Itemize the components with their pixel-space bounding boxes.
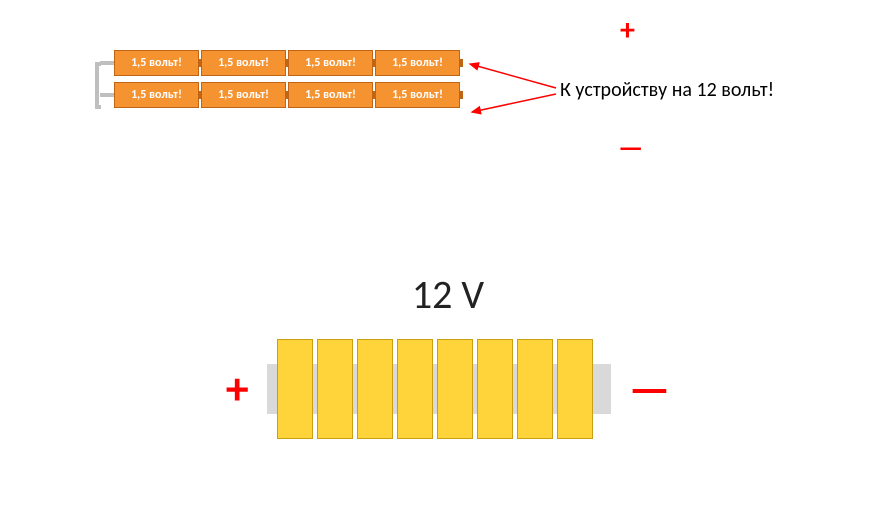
pack-positive-symbol: + bbox=[226, 361, 249, 417]
battery-cell: 1,5 вольт! bbox=[114, 82, 199, 108]
battery-cell: 1,5 вольт! bbox=[288, 50, 373, 76]
wire-segment bbox=[100, 93, 114, 97]
pack-body bbox=[267, 339, 611, 439]
battery-cell: 1,5 вольт! bbox=[375, 50, 460, 76]
battery-pack: + — bbox=[0, 339, 896, 439]
negative-terminal-label: — bbox=[618, 130, 643, 165]
pack-cell bbox=[277, 339, 313, 439]
pack-cell bbox=[357, 339, 393, 439]
battery-cell: 1,5 вольт! bbox=[288, 82, 373, 108]
device-connection-label: К устройству на 12 вольт! bbox=[560, 78, 774, 102]
battery-cell: 1,5 вольт! bbox=[114, 50, 199, 76]
wire-segment bbox=[100, 61, 114, 65]
battery-cell: 1,5 вольт! bbox=[201, 82, 286, 108]
connection-arrows bbox=[0, 0, 896, 260]
battery-cell: 1,5 вольт! bbox=[375, 82, 460, 108]
pack-end-cap-right bbox=[597, 369, 611, 409]
pack-cell bbox=[517, 339, 553, 439]
positive-terminal-label: + bbox=[620, 12, 635, 49]
pack-cell bbox=[437, 339, 473, 439]
pack-cell bbox=[557, 339, 593, 439]
pack-cell bbox=[317, 339, 353, 439]
pack-cell bbox=[397, 339, 433, 439]
pack-cell bbox=[477, 339, 513, 439]
pack-end-cap-left bbox=[267, 364, 277, 414]
battery-cell: 1,5 вольт! bbox=[201, 50, 286, 76]
battery-pack-diagram: 12 V + — bbox=[0, 270, 896, 439]
battery-row-1: 1,5 вольт!1,5 вольт!1,5 вольт!1,5 вольт! bbox=[100, 50, 800, 76]
pack-negative-symbol: — bbox=[629, 361, 671, 417]
voltage-heading: 12 V bbox=[0, 270, 896, 319]
